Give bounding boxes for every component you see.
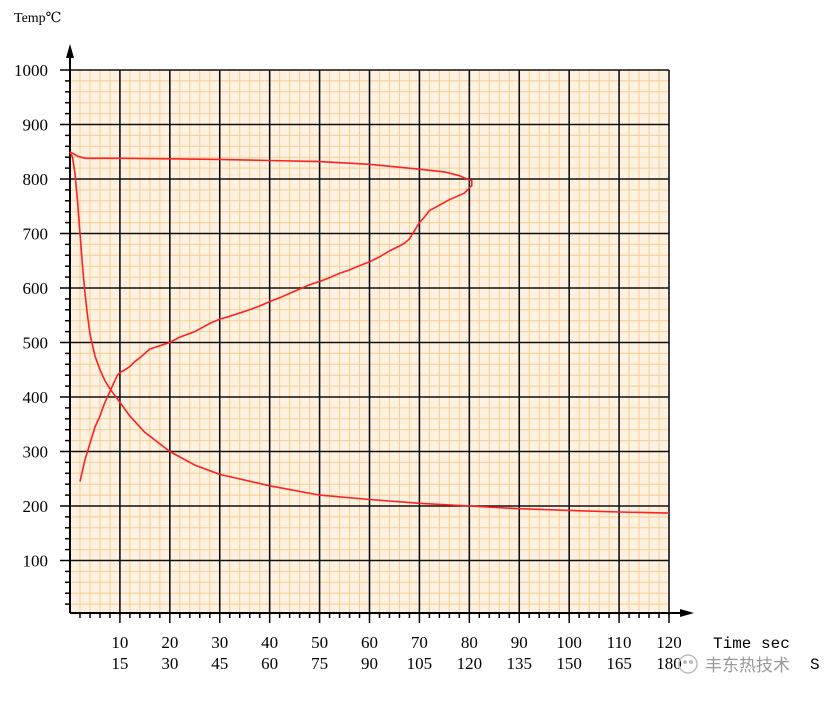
x-tick-label: 90 [511, 633, 528, 652]
x-tick-label-row2: 165 [606, 654, 632, 673]
y-tick-label: 900 [23, 116, 49, 135]
x-axis-arrow-icon [680, 609, 694, 617]
x-tick-label: 120 [656, 633, 682, 652]
y-tick-label: 1000 [14, 61, 48, 80]
watermark-logo-dot [683, 660, 687, 664]
tick-marks [60, 69, 670, 623]
y-tick-label: 800 [23, 170, 49, 189]
y-tick-label: 200 [23, 497, 49, 516]
x-tick-label-row2: 75 [311, 654, 328, 673]
x-axis-title: Time sec [713, 635, 790, 653]
series-lines [69, 151, 670, 514]
x-axis-unit-row2: S [810, 656, 820, 674]
x-tick-label-row2: 150 [556, 654, 582, 673]
x-tick-label: 100 [556, 633, 582, 652]
x-tick-label: 80 [461, 633, 478, 652]
y-tick-label: 100 [23, 552, 49, 571]
x-tick-label: 40 [261, 633, 278, 652]
major-grid [70, 69, 670, 615]
y-tick-labels: 100 200 300 400 500 600 700 800 900 1000 [14, 61, 48, 571]
x-tick-label-row2: 180 [656, 654, 682, 673]
x-tick-labels: 10 20 30 40 50 60 70 80 90 100 110 120 15 30 45 60 75 90 1… [111, 633, 681, 673]
x-tick-label-row2: 135 [507, 654, 533, 673]
x-tick-label-row2: 15 [111, 654, 128, 673]
y-tick-label: 300 [23, 443, 49, 462]
watermark-text: 丰东热技术 [705, 656, 790, 676]
y-axis-title: Temp℃ [14, 11, 61, 26]
x-tick-label-row2: 120 [457, 654, 483, 673]
x-tick-label: 110 [607, 633, 632, 652]
x-tick-label-row2: 90 [361, 654, 378, 673]
series-line-2 [69, 151, 670, 514]
x-tick-label: 60 [361, 633, 378, 652]
x-tick-label-row2: 30 [161, 654, 178, 673]
x-tick-label: 50 [311, 633, 328, 652]
x-tick-label-row2: 105 [407, 654, 433, 673]
y-axis-arrow-icon [66, 44, 74, 58]
watermark-logo-icon [678, 654, 698, 674]
watermark: 丰东热技术 [678, 654, 790, 676]
y-tick-label: 600 [23, 279, 49, 298]
y-tick-label: 500 [23, 334, 49, 353]
x-tick-label: 20 [161, 633, 178, 652]
x-tick-label: 10 [111, 633, 128, 652]
x-tick-label-row2: 45 [211, 654, 228, 673]
watermark-logo-dot [689, 660, 693, 664]
x-tick-label: 70 [411, 633, 428, 652]
series-line-1 [69, 151, 473, 482]
y-tick-label: 700 [23, 225, 49, 244]
y-tick-label: 400 [23, 388, 49, 407]
x-tick-label-row2: 60 [261, 654, 278, 673]
x-tick-label: 30 [211, 633, 228, 652]
